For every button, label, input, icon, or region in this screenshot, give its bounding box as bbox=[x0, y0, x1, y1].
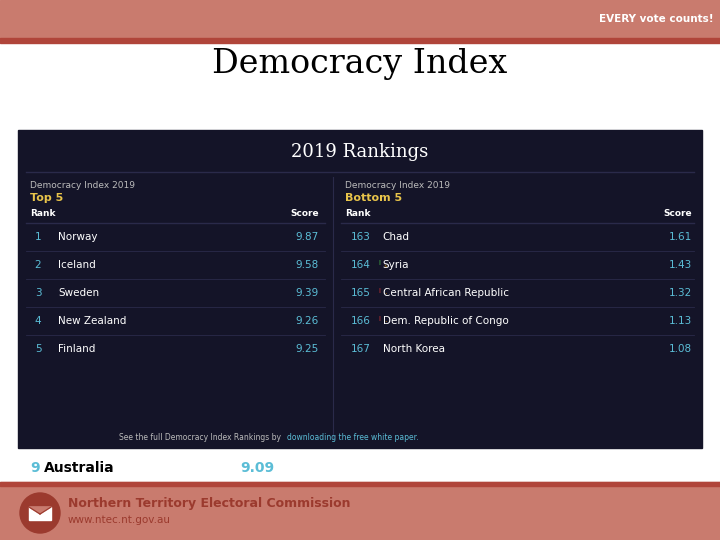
Text: 9.09: 9.09 bbox=[240, 461, 274, 475]
Text: 9.25: 9.25 bbox=[295, 344, 319, 354]
Text: 1.13: 1.13 bbox=[669, 316, 692, 326]
Text: Top 5: Top 5 bbox=[30, 193, 63, 203]
Text: ·: · bbox=[384, 291, 386, 300]
Text: 4: 4 bbox=[35, 316, 41, 326]
Text: Syria: Syria bbox=[382, 260, 409, 270]
Text: 1.61: 1.61 bbox=[669, 232, 692, 242]
Text: 3: 3 bbox=[35, 288, 41, 298]
Text: I: I bbox=[379, 260, 381, 266]
Text: Score: Score bbox=[663, 210, 692, 219]
Text: Australia: Australia bbox=[44, 461, 114, 475]
Text: www.ntec.nt.gov.au: www.ntec.nt.gov.au bbox=[68, 515, 171, 525]
Circle shape bbox=[20, 493, 60, 533]
Text: Score: Score bbox=[290, 210, 319, 219]
Text: ›: › bbox=[384, 262, 387, 272]
Text: 166: 166 bbox=[351, 316, 371, 326]
Text: 9.26: 9.26 bbox=[295, 316, 319, 326]
Text: Sweden: Sweden bbox=[58, 288, 99, 298]
Text: 9.87: 9.87 bbox=[295, 232, 319, 242]
Text: 9: 9 bbox=[30, 461, 40, 475]
Text: EVERY vote counts!: EVERY vote counts! bbox=[599, 14, 714, 24]
Text: Democracy Index 2019: Democracy Index 2019 bbox=[345, 181, 449, 191]
Text: I: I bbox=[379, 288, 381, 294]
Text: See the full Democracy Index Rankings by: See the full Democracy Index Rankings by bbox=[119, 433, 283, 442]
Text: Norway: Norway bbox=[58, 232, 97, 242]
Text: Democracy Index: Democracy Index bbox=[212, 48, 508, 80]
Text: 1.08: 1.08 bbox=[669, 344, 692, 354]
Text: Chad: Chad bbox=[382, 232, 410, 242]
Bar bbox=[0, 482, 720, 540]
Bar bbox=[0, 0, 720, 38]
Text: 5: 5 bbox=[35, 344, 41, 354]
Polygon shape bbox=[29, 507, 51, 514]
Text: 1: 1 bbox=[35, 232, 41, 242]
Text: North Korea: North Korea bbox=[382, 344, 445, 354]
Text: Rank: Rank bbox=[345, 210, 370, 219]
Text: New Zealand: New Zealand bbox=[58, 316, 127, 326]
Bar bbox=[0, 38, 720, 43]
Bar bbox=[0, 482, 720, 486]
Text: 167: 167 bbox=[351, 344, 371, 354]
Text: 163: 163 bbox=[351, 232, 371, 242]
Text: Northern Territory Electoral Commission: Northern Territory Electoral Commission bbox=[68, 496, 351, 510]
Text: Democracy Index 2019: Democracy Index 2019 bbox=[30, 181, 135, 191]
Text: Finland: Finland bbox=[58, 344, 95, 354]
Text: 1.43: 1.43 bbox=[669, 260, 692, 270]
Text: 2: 2 bbox=[35, 260, 41, 270]
Text: 165: 165 bbox=[351, 288, 371, 298]
Text: Dem. Republic of Congo: Dem. Republic of Congo bbox=[382, 316, 508, 326]
Text: 1.32: 1.32 bbox=[669, 288, 692, 298]
Text: Central African Republic: Central African Republic bbox=[382, 288, 508, 298]
Text: 164: 164 bbox=[351, 260, 371, 270]
Text: Rank: Rank bbox=[30, 210, 55, 219]
Text: ·: · bbox=[384, 319, 386, 327]
Text: downloading the free white paper.: downloading the free white paper. bbox=[287, 433, 418, 442]
Text: I: I bbox=[379, 316, 381, 322]
Text: 9.58: 9.58 bbox=[295, 260, 319, 270]
Text: 9.39: 9.39 bbox=[295, 288, 319, 298]
Text: 2019 Rankings: 2019 Rankings bbox=[292, 143, 428, 161]
Text: Bottom 5: Bottom 5 bbox=[345, 193, 402, 203]
Polygon shape bbox=[29, 507, 51, 520]
Text: Iceland: Iceland bbox=[58, 260, 96, 270]
Bar bbox=[18, 130, 702, 448]
